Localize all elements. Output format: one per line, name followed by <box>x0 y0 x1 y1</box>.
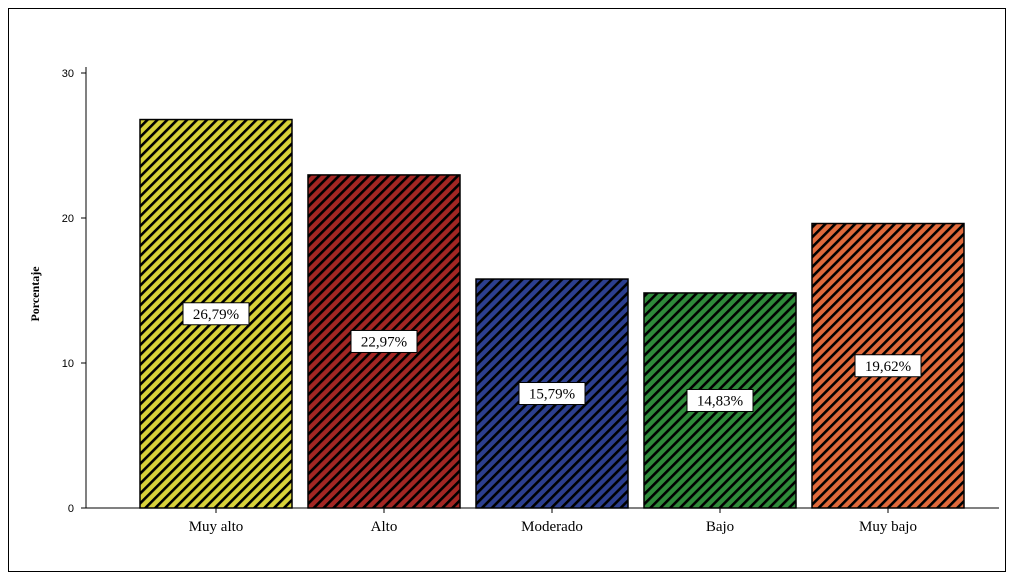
data-label-box <box>350 329 418 353</box>
data-label-box <box>686 388 754 412</box>
data-label-box <box>182 302 250 326</box>
data-label-box <box>518 382 586 406</box>
bar-chart: Porcentaje 0 10 20 30 Muy alto Alto Moderado Ba… <box>28 67 999 535</box>
data-label-box <box>854 354 922 378</box>
x-tick-label: Alto <box>371 519 398 535</box>
bars <box>139 118 965 509</box>
data-label-text: 19,62% <box>865 359 911 375</box>
chart-frame: Porcentaje 0 10 20 30 Muy alto Alto Moderado Ba… <box>8 8 1006 572</box>
y-axis-label: Porcentaje <box>28 266 42 322</box>
x-tick-label: Bajo <box>706 519 734 535</box>
data-label: 15,79% <box>518 382 586 406</box>
y-tick-label: 20 <box>62 213 74 225</box>
data-label-text: 26,79% <box>193 307 239 323</box>
y-tick-label: 30 <box>62 68 74 80</box>
data-label: 26,79% <box>182 302 250 326</box>
x-tick-label: Moderado <box>521 519 583 535</box>
data-labels: 26,79% 22,97% 15,79% 14,83% 19,62% <box>182 302 922 412</box>
data-label: 19,62% <box>854 354 922 378</box>
data-label-text: 22,97% <box>361 334 407 350</box>
data-label: 22,97% <box>350 329 418 353</box>
y-tick-label: 10 <box>62 358 74 370</box>
x-tick-label: Muy alto <box>189 519 244 535</box>
x-tick-label: Muy bajo <box>859 519 917 535</box>
data-label-text: 15,79% <box>529 387 575 403</box>
data-label: 14,83% <box>686 388 754 412</box>
y-tick-label: 0 <box>68 503 74 515</box>
data-label-text: 14,83% <box>697 393 743 409</box>
axes: 0 10 20 30 Muy alto Alto Moderado Bajo Muy bajo <box>62 67 999 535</box>
